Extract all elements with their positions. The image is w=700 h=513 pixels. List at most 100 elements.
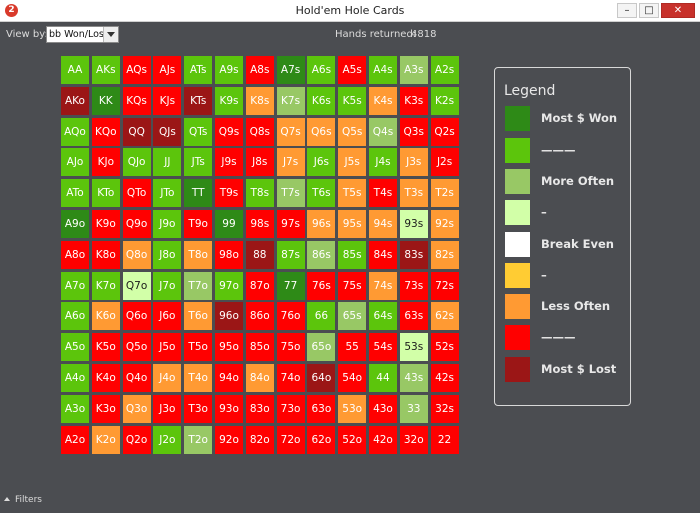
hand-cell[interactable]: T2s: [430, 179, 459, 208]
hand-cell[interactable]: J9s: [214, 148, 243, 177]
hand-cell[interactable]: T5s: [338, 179, 367, 208]
hand-cell[interactable]: K7o: [91, 271, 120, 300]
hand-cell[interactable]: AA: [61, 56, 89, 84]
hand-cell[interactable]: 53s: [399, 333, 428, 362]
hand-cell[interactable]: 87s: [276, 240, 305, 269]
hand-cell[interactable]: AKs: [91, 56, 120, 84]
hand-cell[interactable]: A4s: [368, 56, 397, 84]
hand-cell[interactable]: Q2o: [122, 425, 151, 454]
hand-cell[interactable]: AKo: [61, 86, 89, 115]
hand-cell[interactable]: 53o: [338, 394, 367, 423]
hand-cell[interactable]: 93s: [399, 209, 428, 238]
hand-cell[interactable]: 72o: [276, 425, 305, 454]
hand-cell[interactable]: 99: [214, 209, 243, 238]
hand-cell[interactable]: A2o: [61, 425, 89, 454]
hand-cell[interactable]: KJo: [91, 148, 120, 177]
hand-cell[interactable]: T5o: [184, 333, 213, 362]
hand-cell[interactable]: 86s: [307, 240, 336, 269]
hand-cell[interactable]: A8o: [61, 240, 89, 269]
hand-cell[interactable]: Q4s: [368, 117, 397, 146]
hand-cell[interactable]: 98o: [214, 240, 243, 269]
hand-cell[interactable]: Q9s: [214, 117, 243, 146]
hand-cell[interactable]: A3o: [61, 394, 89, 423]
hand-cell[interactable]: 64s: [368, 302, 397, 331]
hand-cell[interactable]: T7s: [276, 179, 305, 208]
hand-cell[interactable]: J2o: [153, 425, 182, 454]
hand-cell[interactable]: KQo: [91, 117, 120, 146]
hand-cell[interactable]: 75s: [338, 271, 367, 300]
hand-cell[interactable]: J4o: [153, 363, 182, 392]
hand-cell[interactable]: K4s: [368, 86, 397, 115]
hand-cell[interactable]: K9s: [214, 86, 243, 115]
hand-cell[interactable]: 43o: [368, 394, 397, 423]
hand-cell[interactable]: QTs: [184, 117, 213, 146]
hand-cell[interactable]: Q8s: [245, 117, 274, 146]
hand-cell[interactable]: J5o: [153, 333, 182, 362]
hand-cell[interactable]: Q2s: [430, 117, 459, 146]
hand-cell[interactable]: T2o: [184, 425, 213, 454]
hand-cell[interactable]: T3o: [184, 394, 213, 423]
hand-cell[interactable]: Q3s: [399, 117, 428, 146]
hand-cell[interactable]: K4o: [91, 363, 120, 392]
hand-cell[interactable]: 97s: [276, 209, 305, 238]
hand-cell[interactable]: QQ: [122, 117, 151, 146]
hand-cell[interactable]: 66: [307, 302, 336, 331]
hand-cell[interactable]: KK: [91, 86, 120, 115]
hand-cell[interactable]: A5s: [338, 56, 367, 84]
hand-cell[interactable]: K3o: [91, 394, 120, 423]
hand-cell[interactable]: 64o: [307, 363, 336, 392]
view-by-dropdown[interactable]: bb Won/Lost: [46, 26, 119, 43]
hand-cell[interactable]: KQs: [122, 86, 151, 115]
hand-cell[interactable]: 97o: [214, 271, 243, 300]
hand-cell[interactable]: 83o: [245, 394, 274, 423]
hand-cell[interactable]: JJ: [153, 148, 182, 177]
hand-cell[interactable]: 65s: [338, 302, 367, 331]
hand-cell[interactable]: 74o: [276, 363, 305, 392]
hand-cell[interactable]: T6s: [307, 179, 336, 208]
hand-cell[interactable]: AJs: [153, 56, 182, 84]
hand-cell[interactable]: 63s: [399, 302, 428, 331]
hand-cell[interactable]: 82o: [245, 425, 274, 454]
hand-cell[interactable]: A7s: [276, 56, 305, 84]
hand-cell[interactable]: 94s: [368, 209, 397, 238]
hand-cell[interactable]: Q8o: [122, 240, 151, 269]
hand-cell[interactable]: Q9o: [122, 209, 151, 238]
hand-cell[interactable]: ATs: [184, 56, 213, 84]
hand-cell[interactable]: K5o: [91, 333, 120, 362]
hand-cell[interactable]: T8s: [245, 179, 274, 208]
hand-cell[interactable]: J8s: [245, 148, 274, 177]
hand-cell[interactable]: 88: [245, 240, 274, 269]
hand-cell[interactable]: A8s: [245, 56, 274, 84]
hand-cell[interactable]: J7s: [276, 148, 305, 177]
hand-cell[interactable]: J9o: [153, 209, 182, 238]
hand-cell[interactable]: QTo: [122, 179, 151, 208]
hand-cell[interactable]: Q7s: [276, 117, 305, 146]
hand-cell[interactable]: J5s: [338, 148, 367, 177]
close-button[interactable]: ✕: [661, 3, 695, 18]
hand-cell[interactable]: 86o: [245, 302, 274, 331]
hand-cell[interactable]: T4s: [368, 179, 397, 208]
hand-cell[interactable]: 92o: [214, 425, 243, 454]
hand-cell[interactable]: A9s: [214, 56, 243, 84]
filters-toggle[interactable]: Filters: [4, 495, 42, 505]
hand-cell[interactable]: KTs: [184, 86, 213, 115]
hand-cell[interactable]: T8o: [184, 240, 213, 269]
hand-cell[interactable]: T9o: [184, 209, 213, 238]
hand-cell[interactable]: 73s: [399, 271, 428, 300]
hand-cell[interactable]: 85o: [245, 333, 274, 362]
hand-cell[interactable]: 96s: [307, 209, 336, 238]
hand-cell[interactable]: J8o: [153, 240, 182, 269]
hand-cell[interactable]: K5s: [338, 86, 367, 115]
hand-cell[interactable]: T9s: [214, 179, 243, 208]
hand-cell[interactable]: A6o: [61, 302, 89, 331]
hand-cell[interactable]: K7s: [276, 86, 305, 115]
hand-cell[interactable]: AQs: [122, 56, 151, 84]
hand-cell[interactable]: 65o: [307, 333, 336, 362]
hand-cell[interactable]: K8s: [245, 86, 274, 115]
hand-cell[interactable]: A7o: [61, 271, 89, 300]
hand-cell[interactable]: J3o: [153, 394, 182, 423]
hand-cell[interactable]: Q5o: [122, 333, 151, 362]
hand-cell[interactable]: Q3o: [122, 394, 151, 423]
hand-cell[interactable]: T7o: [184, 271, 213, 300]
chevron-down-icon[interactable]: [103, 27, 118, 42]
